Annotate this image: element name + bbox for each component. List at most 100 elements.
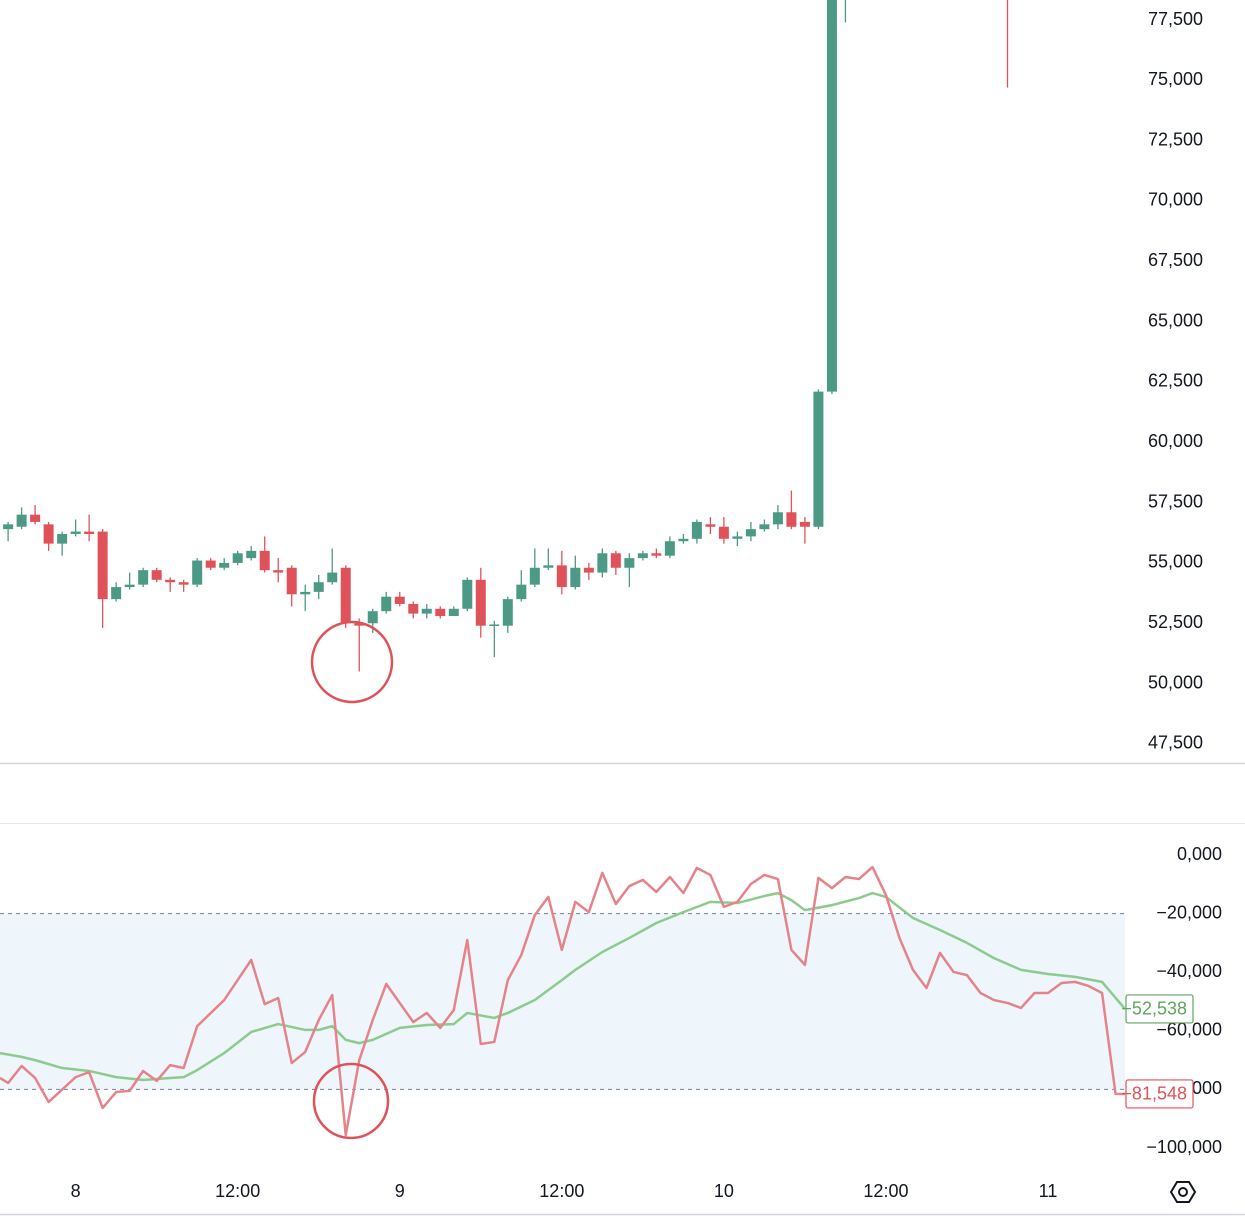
y-tick-label: 60,000 <box>1148 431 1203 451</box>
candle-body <box>705 524 716 527</box>
y-tick-label: 55,000 <box>1148 552 1203 572</box>
y-tick-label: 75,000 <box>1148 69 1203 89</box>
candle-body <box>111 587 122 600</box>
candle-body <box>624 558 635 568</box>
settings-icon[interactable] <box>1169 1181 1197 1203</box>
candle-body <box>529 567 540 585</box>
y-tick-label: −40,000 <box>1156 961 1222 981</box>
candle-body <box>205 560 216 568</box>
candle-body <box>151 570 162 580</box>
candle-body <box>16 514 27 527</box>
candle-body <box>664 541 675 556</box>
y-tick-label: 70,000 <box>1148 190 1203 210</box>
last-value-badge <box>1125 1079 1194 1109</box>
y-tick-label: 65,000 <box>1148 310 1203 330</box>
candle-body <box>651 553 662 556</box>
candle-body <box>57 533 68 544</box>
candle-body <box>813 391 824 527</box>
candle-body <box>354 623 365 626</box>
candle-body <box>678 538 689 542</box>
axes: 47,500 50,000 52,500 55,000 57,500 60,000 62,5… <box>71 9 1222 1201</box>
candle-body <box>799 521 810 527</box>
candle-body <box>597 553 608 573</box>
x-tick-label: 8 <box>71 1181 81 1201</box>
candle-body <box>30 514 41 522</box>
candle-body <box>745 529 756 537</box>
y-tick-label: 62,500 <box>1148 371 1203 391</box>
candle-body <box>286 567 297 595</box>
settings-dot[interactable] <box>1178 1187 1188 1197</box>
candle-body <box>3 524 14 530</box>
candle-body <box>246 550 257 559</box>
candle-body <box>300 591 311 595</box>
candle-body <box>543 565 554 568</box>
candle-body <box>475 579 486 626</box>
candle-body <box>43 524 54 544</box>
x-tick-label: 12:00 <box>215 1181 260 1201</box>
indicator-line <box>0 865 1125 1137</box>
price-pane <box>3 0 1009 672</box>
y-tick-label: 67,500 <box>1148 250 1203 270</box>
y-tick-label: 72,500 <box>1148 129 1203 149</box>
candle-body <box>273 570 284 573</box>
y-tick-label: −60,000 <box>1156 1020 1222 1040</box>
candle-body <box>732 536 743 539</box>
candle-body <box>759 524 770 530</box>
candle-body <box>138 570 149 585</box>
x-tick-label: 11 <box>1039 1181 1058 1201</box>
candle-body <box>637 553 648 559</box>
candle-body <box>502 599 513 626</box>
candle-body <box>556 565 567 588</box>
candle-body <box>394 596 405 604</box>
x-tick-label: 12:00 <box>863 1181 908 1201</box>
last-value-label: −81,548 <box>1121 1084 1187 1104</box>
candle-body <box>70 531 81 534</box>
settings-hexagon[interactable] <box>1169 1181 1197 1203</box>
candle-body <box>826 0 837 392</box>
indicator-line <box>0 891 1125 1082</box>
candle-body <box>259 550 270 571</box>
candle-body <box>786 512 797 527</box>
candle-body <box>772 512 783 525</box>
x-tick-label: 9 <box>395 1181 405 1201</box>
candle-body <box>84 531 95 534</box>
candle-body <box>327 572 338 583</box>
y-tick-label: 52,500 <box>1148 612 1203 632</box>
candle-body <box>718 526 729 539</box>
candle-body <box>610 553 621 568</box>
y-tick-label: 50,000 <box>1148 672 1203 692</box>
indicator-pane <box>0 865 1125 1137</box>
y-tick-label: −100,000 <box>1146 1137 1222 1157</box>
candle-body <box>448 608 459 617</box>
candle-body <box>489 624 500 626</box>
candle-body <box>583 567 594 573</box>
y-tick-label: −20,000 <box>1156 902 1222 922</box>
annotation-circle <box>312 1062 390 1140</box>
candle-body <box>192 560 203 585</box>
candle-body <box>691 521 702 539</box>
candle-body <box>570 567 581 588</box>
annotation-circle <box>310 620 394 704</box>
candle-body <box>435 608 446 617</box>
band-fill <box>0 913 1125 1090</box>
candle-body <box>313 582 324 592</box>
last-value-label: −52,538 <box>1121 999 1187 1019</box>
candle-body <box>381 596 392 612</box>
candle-body <box>232 553 243 563</box>
candle-body <box>462 579 473 609</box>
y-tick-label: 77,500 <box>1148 9 1203 29</box>
y-tick-label: 57,500 <box>1148 491 1203 511</box>
y-tick-label: 0,000 <box>1177 844 1222 864</box>
last-value-badge <box>1125 994 1194 1024</box>
candle-body <box>421 608 432 614</box>
candle-body <box>97 531 108 600</box>
candle-body <box>408 603 419 614</box>
candle-body <box>219 562 230 568</box>
band-layer <box>0 913 1125 1090</box>
candle-body <box>124 584 135 588</box>
candle-body <box>367 611 378 624</box>
candle-body <box>340 567 351 624</box>
